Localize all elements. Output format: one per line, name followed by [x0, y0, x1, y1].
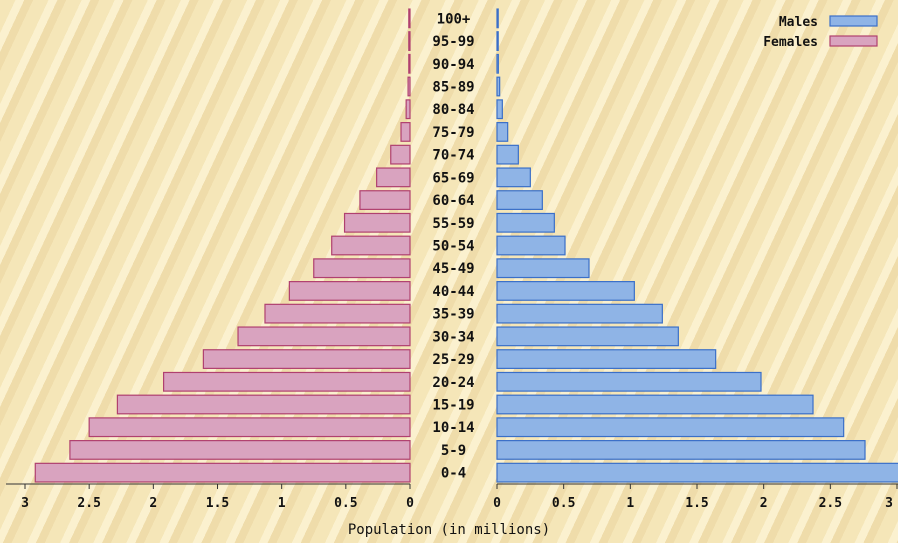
female-bar-25-29 [202, 349, 411, 369]
age-label-0-4: 0-4 [441, 466, 466, 482]
male-bar-45-49 [496, 258, 590, 279]
x-tick-label: 3 [21, 496, 29, 511]
age-label-45-49: 45-49 [432, 261, 474, 277]
age-label-25-29: 25-29 [432, 352, 474, 368]
male-bar-35-39 [496, 303, 663, 324]
male-bar-30-34 [496, 326, 679, 347]
female-bar-20-24 [163, 371, 411, 392]
male-bar-55-59 [496, 212, 555, 233]
x-tick-label: 3 [885, 496, 893, 511]
female-bar-60-64 [359, 190, 411, 210]
legend-label-males: Males [779, 15, 818, 30]
female-bar-55-59 [343, 212, 411, 233]
male-bar-5-9 [496, 440, 866, 460]
age-label-60-64: 60-64 [432, 193, 474, 209]
legend-swatch-females [829, 35, 878, 47]
x-tick-label: 0.5 [552, 496, 575, 511]
age-label-50-54: 50-54 [432, 239, 474, 255]
x-tick-label: 1.5 [685, 496, 708, 511]
age-label-75-79: 75-79 [432, 125, 474, 141]
male-bar-15-19 [496, 394, 814, 415]
x-tick-label: 1 [278, 496, 286, 511]
age-label-95-99: 95-99 [432, 34, 474, 50]
x-tick-label: 2 [149, 496, 157, 511]
female-bar-70-74 [390, 144, 411, 165]
female-bar-30-34 [237, 326, 411, 347]
male-bar-65-69 [496, 167, 531, 188]
age-label-100+: 100+ [437, 11, 471, 27]
male-bar-85-89 [496, 76, 501, 97]
female-bar-95-99 [408, 31, 411, 51]
age-label-15-19: 15-19 [432, 398, 474, 414]
x-tick-label: 2.5 [77, 496, 100, 511]
male-bar-70-74 [496, 144, 519, 165]
x-tick-label: 2 [760, 496, 768, 511]
female-bar-100+ [408, 8, 411, 29]
male-bar-0-4 [496, 462, 898, 483]
age-label-65-69: 65-69 [432, 170, 474, 186]
age-label-55-59: 55-59 [432, 216, 474, 232]
male-bar-80-84 [496, 99, 503, 120]
x-tick-label: 0 [406, 496, 414, 511]
age-label-80-84: 80-84 [432, 102, 474, 118]
x-tick-label: 0.5 [334, 496, 357, 511]
age-label-70-74: 70-74 [432, 148, 474, 164]
male-bar-20-24 [496, 371, 762, 392]
female-bar-45-49 [313, 258, 411, 279]
female-bar-10-14 [88, 417, 411, 438]
female-bar-80-84 [405, 99, 411, 120]
x-tick-label: 1 [626, 496, 634, 511]
age-label-5-9: 5-9 [441, 443, 466, 459]
female-bar-75-79 [400, 122, 411, 142]
male-bar-60-64 [496, 190, 543, 210]
female-bar-40-44 [288, 281, 411, 301]
age-label-85-89: 85-89 [432, 80, 474, 96]
age-label-20-24: 20-24 [432, 375, 474, 391]
female-bar-5-9 [69, 440, 411, 460]
male-bar-95-99 [496, 31, 499, 51]
male-bar-25-29 [496, 349, 717, 369]
female-bar-0-4 [34, 462, 411, 483]
legend-swatch-males [829, 15, 878, 27]
female-bar-85-89 [407, 76, 411, 97]
legend-label-females: Females [763, 35, 818, 50]
female-bar-50-54 [331, 235, 411, 256]
age-label-30-34: 30-34 [432, 329, 474, 345]
x-tick-label: 1.5 [206, 496, 229, 511]
female-bar-65-69 [376, 167, 411, 188]
x-tick-label: 2.5 [819, 496, 842, 511]
x-tick-label: 0 [493, 496, 501, 511]
male-bar-50-54 [496, 235, 566, 256]
age-label-40-44: 40-44 [432, 284, 474, 300]
x-axis-label: Population (in millions) [348, 522, 550, 538]
age-label-90-94: 90-94 [432, 57, 474, 73]
age-label-10-14: 10-14 [432, 420, 474, 436]
age-label-35-39: 35-39 [432, 307, 474, 323]
female-bar-35-39 [264, 303, 411, 324]
male-bar-100+ [496, 8, 499, 29]
female-bar-15-19 [116, 394, 411, 415]
male-bar-75-79 [496, 122, 509, 142]
male-bar-90-94 [496, 53, 499, 74]
female-bar-90-94 [408, 53, 411, 74]
male-bar-40-44 [496, 281, 635, 301]
male-bar-10-14 [496, 417, 845, 438]
